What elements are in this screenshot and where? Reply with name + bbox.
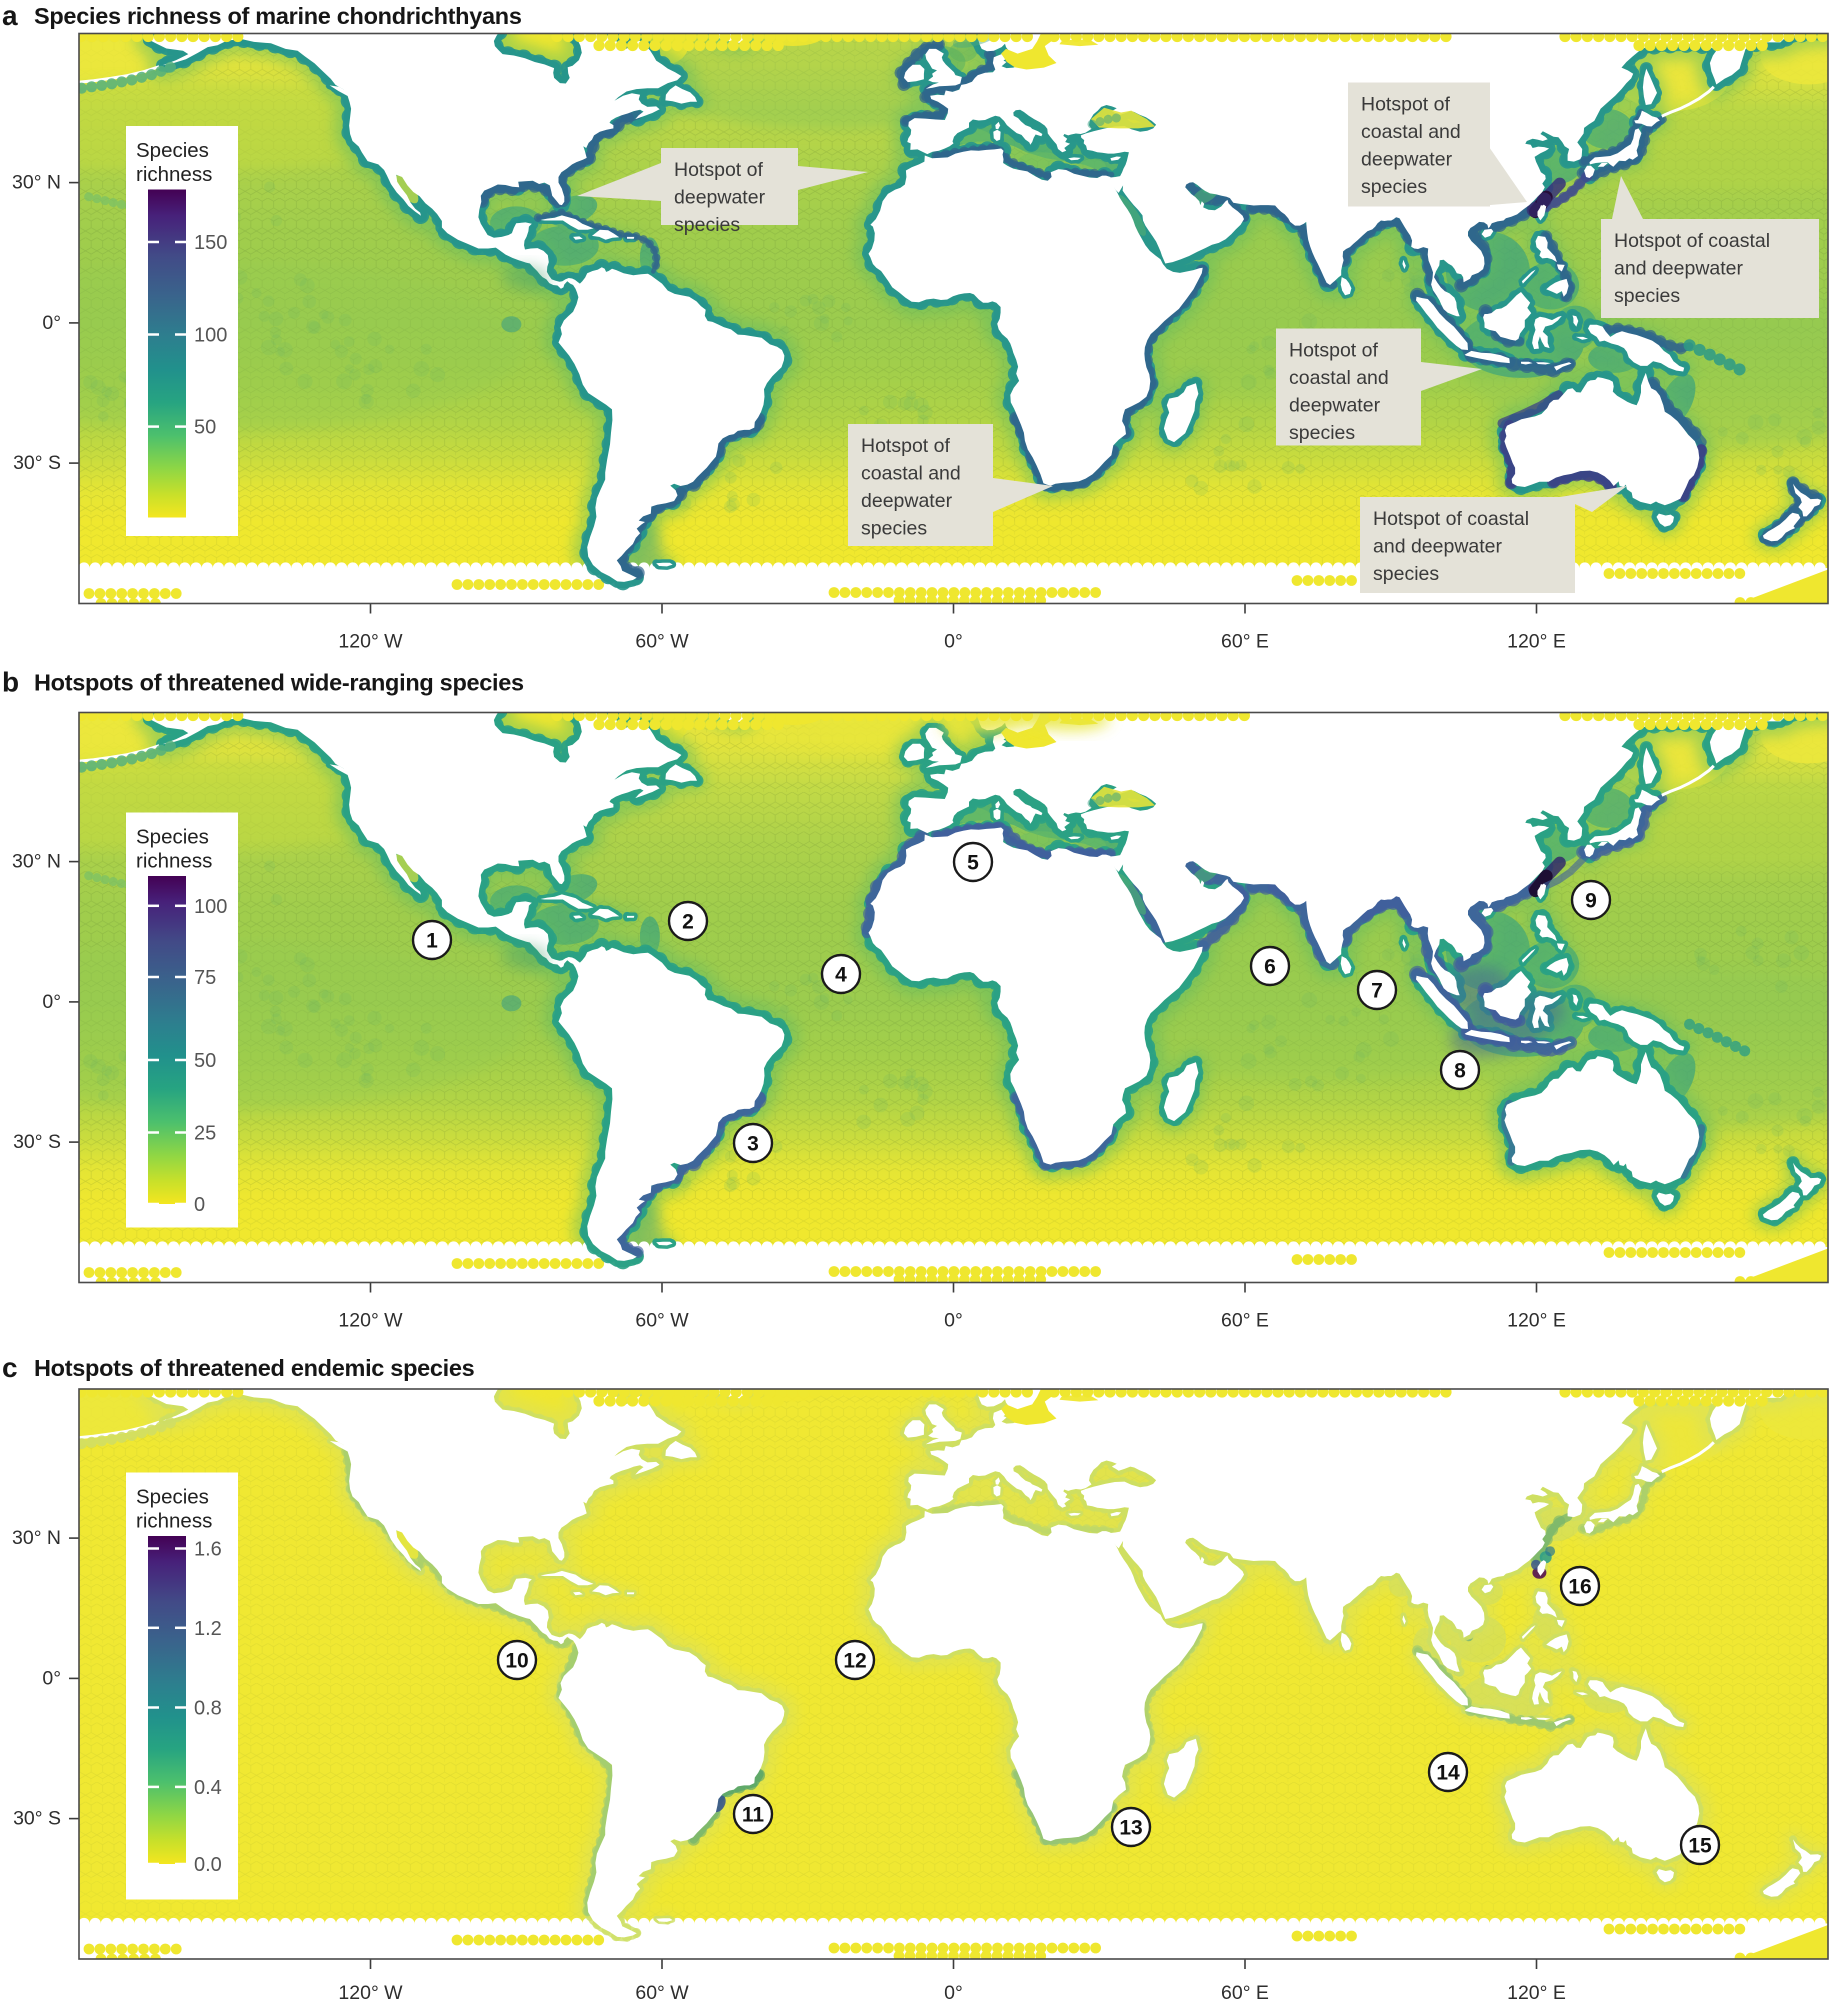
svg-text:30° N: 30° N <box>12 172 61 194</box>
svg-text:Hotspot of coastal: Hotspot of coastal <box>1614 230 1770 252</box>
svg-text:deepwater: deepwater <box>674 187 766 209</box>
svg-text:5: 5 <box>967 852 979 875</box>
svg-text:6: 6 <box>1264 956 1276 979</box>
svg-text:60° E: 60° E <box>1221 631 1269 653</box>
svg-text:120° W: 120° W <box>338 1982 403 2000</box>
svg-text:60° E: 60° E <box>1221 1310 1269 1332</box>
svg-text:richness: richness <box>136 163 212 186</box>
svg-text:richness: richness <box>136 850 212 873</box>
svg-text:50: 50 <box>194 1050 216 1072</box>
svg-text:30° N: 30° N <box>12 1527 61 1549</box>
svg-text:species: species <box>861 518 927 540</box>
svg-text:c: c <box>2 1352 18 1383</box>
svg-text:15: 15 <box>1688 1835 1712 1858</box>
svg-text:16: 16 <box>1568 1576 1591 1599</box>
svg-text:120° E: 120° E <box>1507 631 1566 653</box>
svg-text:Hotspot of coastal: Hotspot of coastal <box>1373 508 1529 530</box>
svg-text:120° W: 120° W <box>338 631 403 653</box>
svg-text:0.8: 0.8 <box>194 1698 222 1720</box>
svg-text:0°: 0° <box>944 1310 963 1332</box>
svg-text:30° S: 30° S <box>13 452 61 474</box>
svg-text:Species: Species <box>136 826 209 849</box>
svg-text:120° E: 120° E <box>1507 1310 1566 1332</box>
svg-text:a: a <box>2 0 18 31</box>
svg-text:120° E: 120° E <box>1507 1982 1566 2000</box>
svg-text:100: 100 <box>194 325 227 347</box>
svg-text:0°: 0° <box>944 1982 963 2000</box>
svg-text:species: species <box>1614 285 1680 307</box>
svg-text:species: species <box>1373 563 1439 585</box>
svg-text:0°: 0° <box>944 631 963 653</box>
svg-text:Hotspot of: Hotspot of <box>1289 340 1378 362</box>
svg-text:60° W: 60° W <box>635 631 689 653</box>
svg-text:and deepwater: and deepwater <box>1614 258 1744 280</box>
svg-text:Hotspot of: Hotspot of <box>674 159 763 181</box>
svg-text:Hotspot of: Hotspot of <box>1361 94 1450 116</box>
svg-text:Hotspots of threatened wide-ra: Hotspots of threatened wide-ranging spec… <box>34 670 524 696</box>
svg-text:9: 9 <box>1585 890 1597 913</box>
svg-text:coastal and: coastal and <box>1289 367 1389 389</box>
svg-text:60° W: 60° W <box>635 1982 689 2000</box>
svg-text:50: 50 <box>194 417 216 439</box>
svg-text:14: 14 <box>1436 1762 1460 1785</box>
svg-text:150: 150 <box>194 232 227 254</box>
svg-text:deepwater: deepwater <box>861 490 953 512</box>
svg-text:25: 25 <box>194 1123 216 1145</box>
svg-text:richness: richness <box>136 1510 212 1533</box>
svg-text:Hotspot of: Hotspot of <box>861 435 950 457</box>
svg-text:Species: Species <box>136 139 209 162</box>
svg-text:species: species <box>1361 176 1427 198</box>
svg-text:and deepwater: and deepwater <box>1373 536 1503 558</box>
svg-text:13: 13 <box>1119 1817 1142 1840</box>
svg-text:Species richness of marine cho: Species richness of marine chondrichthya… <box>34 3 522 29</box>
svg-text:10: 10 <box>505 1650 528 1673</box>
svg-text:30° S: 30° S <box>13 1808 61 1830</box>
svg-text:0.4: 0.4 <box>194 1777 222 1799</box>
svg-text:Species: Species <box>136 1486 209 1509</box>
svg-text:0°: 0° <box>42 1667 61 1689</box>
svg-text:8: 8 <box>1454 1060 1466 1083</box>
svg-text:12: 12 <box>843 1650 866 1673</box>
svg-text:species: species <box>1289 422 1355 444</box>
svg-text:1: 1 <box>426 930 438 953</box>
svg-text:4: 4 <box>835 964 847 987</box>
svg-text:75: 75 <box>194 967 216 989</box>
svg-text:0°: 0° <box>42 991 61 1013</box>
svg-text:60° E: 60° E <box>1221 1982 1269 2000</box>
svg-text:coastal and: coastal and <box>861 463 961 485</box>
svg-text:11: 11 <box>742 1804 765 1827</box>
svg-text:1.2: 1.2 <box>194 1618 222 1640</box>
svg-text:120° W: 120° W <box>338 1310 403 1332</box>
svg-text:1.6: 1.6 <box>194 1539 222 1561</box>
svg-text:deepwater: deepwater <box>1289 395 1381 417</box>
svg-text:30° S: 30° S <box>13 1131 61 1153</box>
svg-text:deepwater: deepwater <box>1361 149 1453 171</box>
svg-text:b: b <box>2 667 19 698</box>
svg-text:species: species <box>674 214 740 236</box>
svg-text:0.0: 0.0 <box>194 1854 222 1876</box>
svg-text:coastal and: coastal and <box>1361 121 1461 143</box>
svg-text:7: 7 <box>1371 980 1383 1003</box>
svg-text:30° N: 30° N <box>12 851 61 873</box>
svg-text:2: 2 <box>682 911 694 934</box>
svg-text:100: 100 <box>194 896 227 918</box>
svg-text:3: 3 <box>747 1133 759 1156</box>
svg-text:0°: 0° <box>42 312 61 334</box>
svg-text:Hotspots of threatened endemic: Hotspots of threatened endemic species <box>34 1355 475 1381</box>
svg-text:0: 0 <box>194 1194 205 1216</box>
svg-text:60° W: 60° W <box>635 1310 689 1332</box>
